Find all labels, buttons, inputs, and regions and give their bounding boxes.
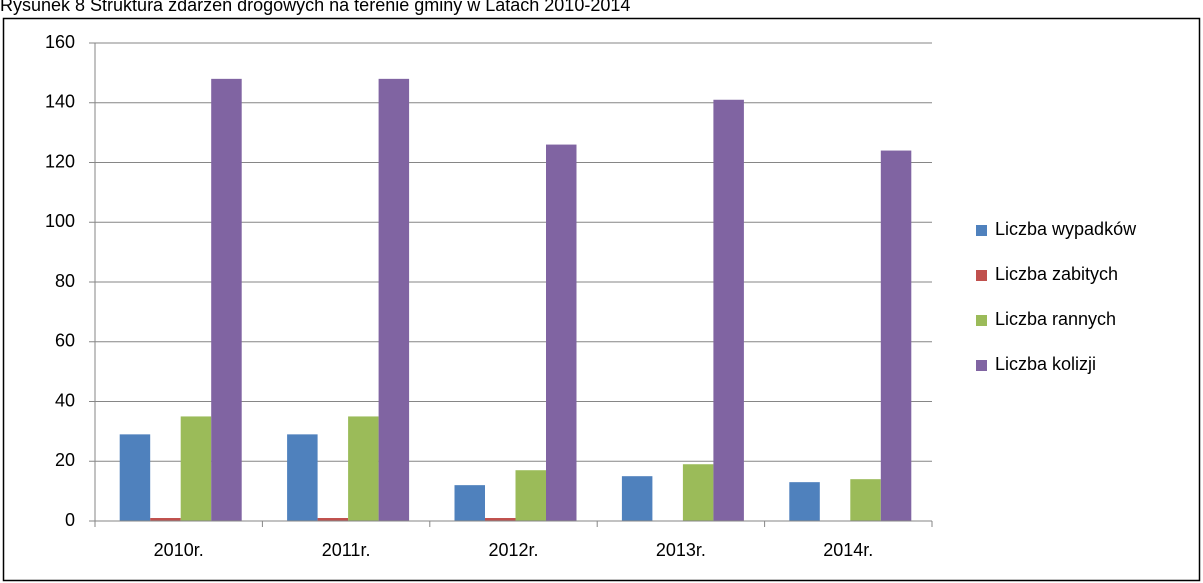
legend-swatch xyxy=(976,270,987,281)
y-tick-label: 140 xyxy=(45,92,75,112)
bar xyxy=(485,518,516,521)
legend-label: Liczba rannych xyxy=(995,309,1116,329)
y-tick-label: 40 xyxy=(55,390,75,410)
chart-title: Rysunek 8 Struktura zdarzeń drogowych na… xyxy=(0,0,630,15)
x-tick-label: 2010r. xyxy=(154,540,204,560)
bar xyxy=(378,78,410,521)
x-tick-label: 2012r. xyxy=(488,540,538,560)
legend-swatch xyxy=(976,225,987,236)
legend-label: Liczba kolizji xyxy=(995,354,1096,374)
bar xyxy=(682,464,714,521)
legend-label: Liczba wypadków xyxy=(995,219,1137,239)
bar xyxy=(119,434,151,521)
bar xyxy=(317,518,349,521)
bar xyxy=(880,150,912,522)
y-tick-label: 100 xyxy=(45,211,75,231)
bar xyxy=(515,470,546,521)
bar xyxy=(180,416,212,521)
bar xyxy=(348,416,379,521)
y-tick-label: 20 xyxy=(55,450,75,470)
y-tick-label: 120 xyxy=(45,151,75,171)
bar xyxy=(713,99,744,521)
y-tick-label: 60 xyxy=(55,331,75,351)
bar xyxy=(789,482,820,521)
x-tick-label: 2014r. xyxy=(823,540,873,560)
bar xyxy=(621,476,653,521)
y-tick-label: 0 xyxy=(65,510,75,530)
legend-swatch xyxy=(976,315,987,326)
y-tick-label: 160 xyxy=(45,32,75,52)
chart-frame xyxy=(2,17,1201,582)
bar xyxy=(454,485,485,521)
bar xyxy=(287,434,318,521)
legend-label: Liczba zabitych xyxy=(995,264,1118,284)
bar xyxy=(546,144,577,521)
x-tick-label: 2013r. xyxy=(656,540,706,560)
bar xyxy=(850,479,881,521)
x-tick-label: 2011r. xyxy=(322,540,371,560)
legend-swatch xyxy=(976,360,987,371)
bar xyxy=(211,78,242,521)
y-tick-label: 80 xyxy=(55,271,75,291)
bar xyxy=(150,518,181,521)
